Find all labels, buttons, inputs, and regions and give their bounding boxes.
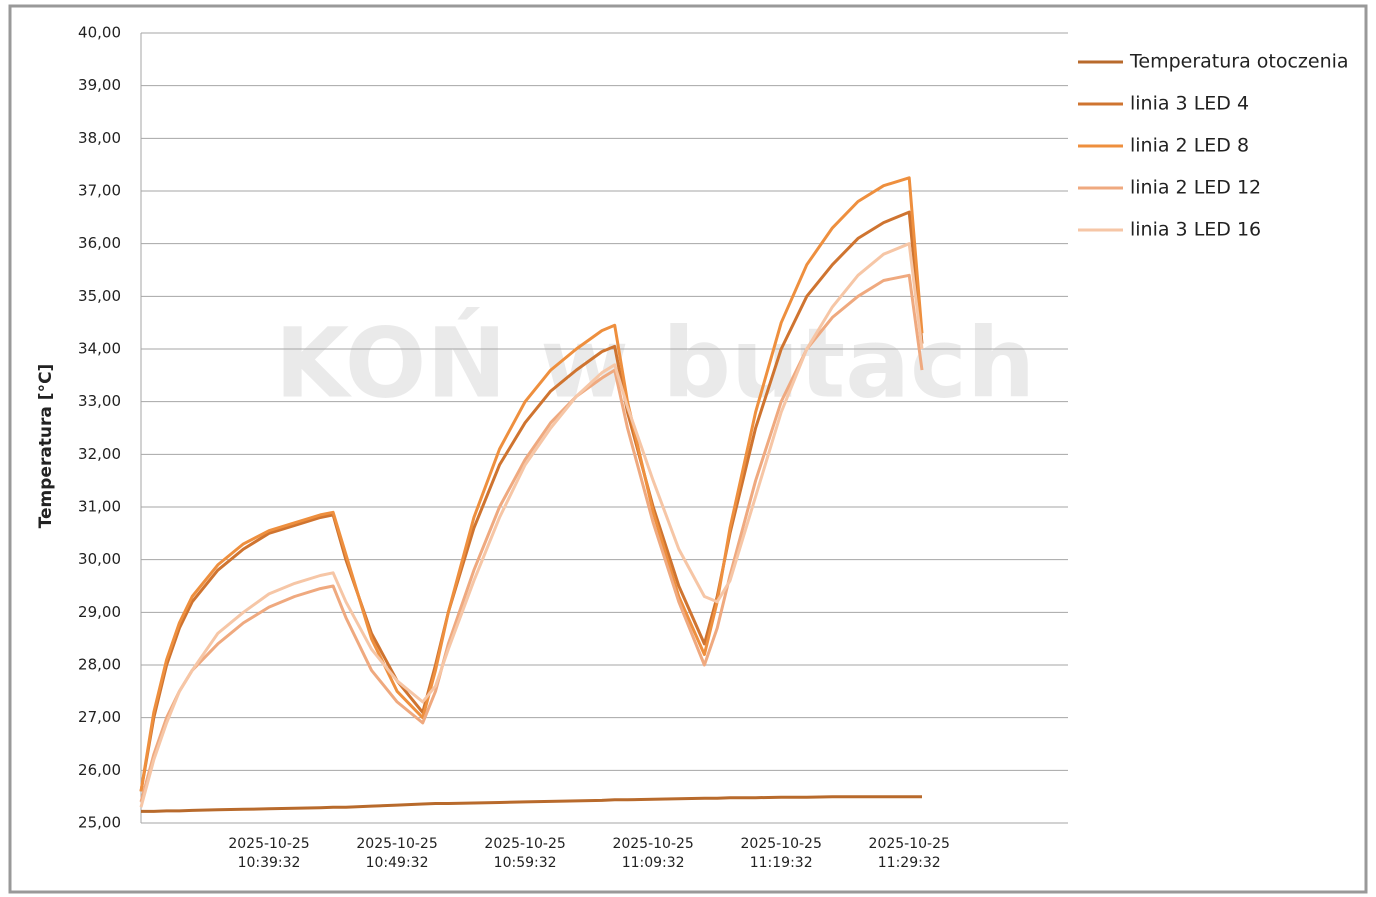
y-tick-label: 26,00 [78, 761, 121, 779]
x-tick-label: 2025-10-25 11:19:32 [740, 836, 822, 871]
y-tick-label: 27,00 [78, 708, 121, 726]
legend-label: linia 2 LED 8 [1130, 135, 1249, 157]
y-tick-label: 37,00 [78, 182, 121, 200]
series-line [139, 242, 924, 808]
y-tick-label: 39,00 [78, 76, 121, 94]
watermark: KOŃ w butach [275, 306, 1036, 419]
y-tick-label: 32,00 [78, 445, 121, 463]
legend-label: linia 3 LED 16 [1130, 219, 1261, 241]
series-line [141, 795, 922, 813]
series-line [139, 273, 924, 803]
x-tick-label: 2025-10-25 10:49:32 [356, 836, 438, 871]
chart-frame [8, 4, 1368, 894]
y-tick-label: 40,00 [78, 24, 121, 42]
y-tick-label: 33,00 [78, 392, 121, 410]
legend-label: linia 2 LED 12 [1130, 177, 1261, 199]
legend-label: linia 3 LED 4 [1130, 93, 1249, 115]
y-tick-label: 34,00 [78, 340, 121, 358]
series-line [139, 210, 924, 792]
y-tick-label: 29,00 [78, 603, 121, 621]
x-tick-label: 2025-10-25 10:39:32 [228, 836, 310, 871]
y-tick-label: 25,00 [78, 814, 121, 832]
y-tick-label: 31,00 [78, 498, 121, 516]
y-tick-label: 28,00 [78, 656, 121, 674]
y-tick-label: 30,00 [78, 550, 121, 568]
y-tick-label: 38,00 [78, 129, 121, 147]
x-tick-label: 2025-10-25 11:09:32 [612, 836, 694, 871]
x-tick-label: 2025-10-25 11:29:32 [868, 836, 950, 871]
legend-label: Temperatura otoczenia [1129, 51, 1349, 73]
y-tick-label: 35,00 [78, 287, 121, 305]
y-tick-label: 36,00 [78, 234, 121, 252]
series-line [139, 176, 924, 792]
y-axis-label: Temperatura [°C] [36, 364, 56, 529]
x-tick-label: 2025-10-25 10:59:32 [484, 836, 566, 871]
